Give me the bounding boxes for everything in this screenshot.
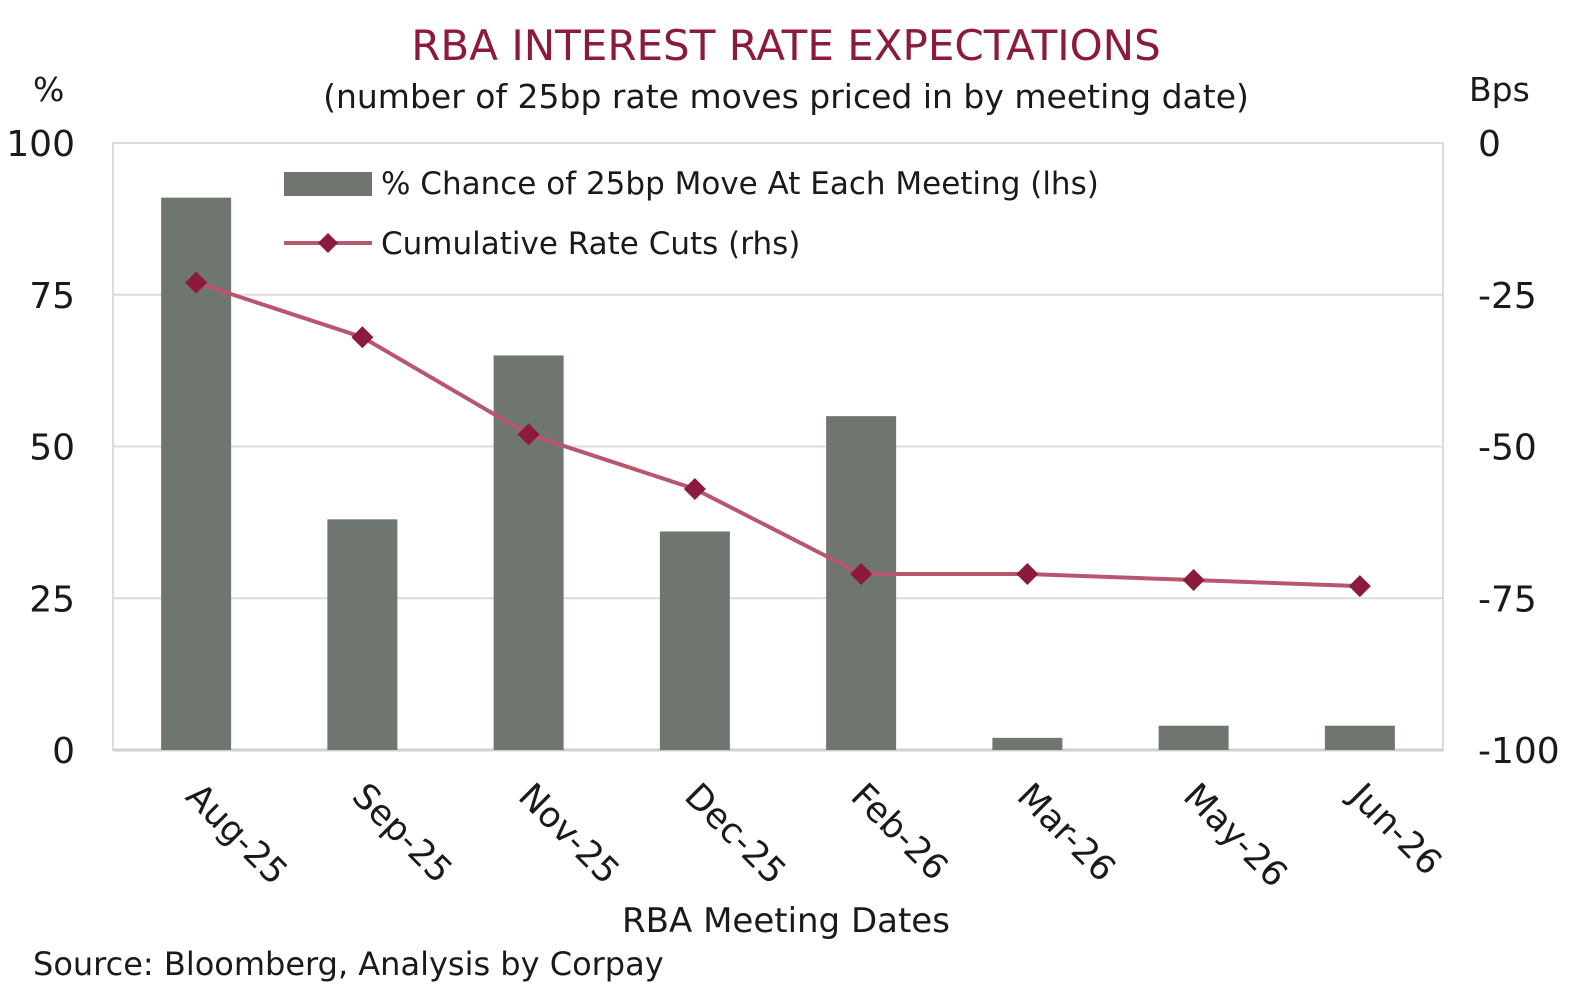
y-right-tick-label: 0 <box>1478 124 1501 165</box>
y-left-tick-label: 0 <box>52 731 75 772</box>
chart-title: RBA INTEREST RATE EXPECTATIONS <box>411 21 1161 70</box>
bar <box>327 519 398 750</box>
bar <box>659 531 730 750</box>
line-point-marker <box>683 477 706 500</box>
line-point-marker <box>185 271 208 294</box>
legend-bar-label: % Chance of 25bp Move At Each Meeting (l… <box>381 166 1099 202</box>
line-point-marker <box>1182 569 1205 592</box>
y-left-tick-label: 25 <box>29 579 75 620</box>
x-tick-label: Feb-26 <box>843 776 956 889</box>
y-left-tick-label: 75 <box>29 276 75 317</box>
legend-line-label: Cumulative Rate Cuts (rhs) <box>381 226 800 262</box>
line-point-marker <box>351 326 374 349</box>
x-tick-label: Nov-25 <box>510 776 626 892</box>
line-point-marker <box>850 562 873 585</box>
line-point-marker <box>517 423 540 446</box>
x-tick-label: Sep-25 <box>344 776 459 891</box>
y-right-tick-label: -25 <box>1478 276 1537 317</box>
y-right-tick-label: -50 <box>1478 428 1537 469</box>
cumulative-cuts-line <box>195 280 1360 589</box>
y-left-tick-label: 100 <box>6 124 75 165</box>
chart-subtitle: (number of 25bp rate moves priced in by … <box>323 77 1249 116</box>
y-left-tick-label: 50 <box>29 428 75 469</box>
legend-bar-swatch <box>284 172 372 196</box>
bar <box>992 737 1063 750</box>
x-tick-label: Dec-25 <box>677 776 794 893</box>
y-right-tick-label: -100 <box>1478 731 1560 772</box>
line-point-marker <box>1348 575 1371 598</box>
x-tick-label: May-26 <box>1175 776 1294 895</box>
x-tick-label: Mar-26 <box>1009 776 1123 890</box>
bar <box>1158 725 1229 750</box>
line-point-marker <box>1016 562 1039 585</box>
y-right-unit-label: Bps <box>1469 70 1530 109</box>
y-right-tick-label: -75 <box>1478 579 1537 620</box>
x-tick-label: Jun-26 <box>1340 775 1449 884</box>
bar <box>493 355 564 750</box>
x-tick-label: Aug-25 <box>178 776 295 893</box>
bar <box>1324 725 1395 750</box>
legend-line-marker <box>318 233 338 253</box>
x-axis-title: RBA Meeting Dates <box>622 901 950 941</box>
y-left-unit-label: % <box>33 70 64 109</box>
source-note: Source: Bloomberg, Analysis by Corpay <box>33 945 664 983</box>
